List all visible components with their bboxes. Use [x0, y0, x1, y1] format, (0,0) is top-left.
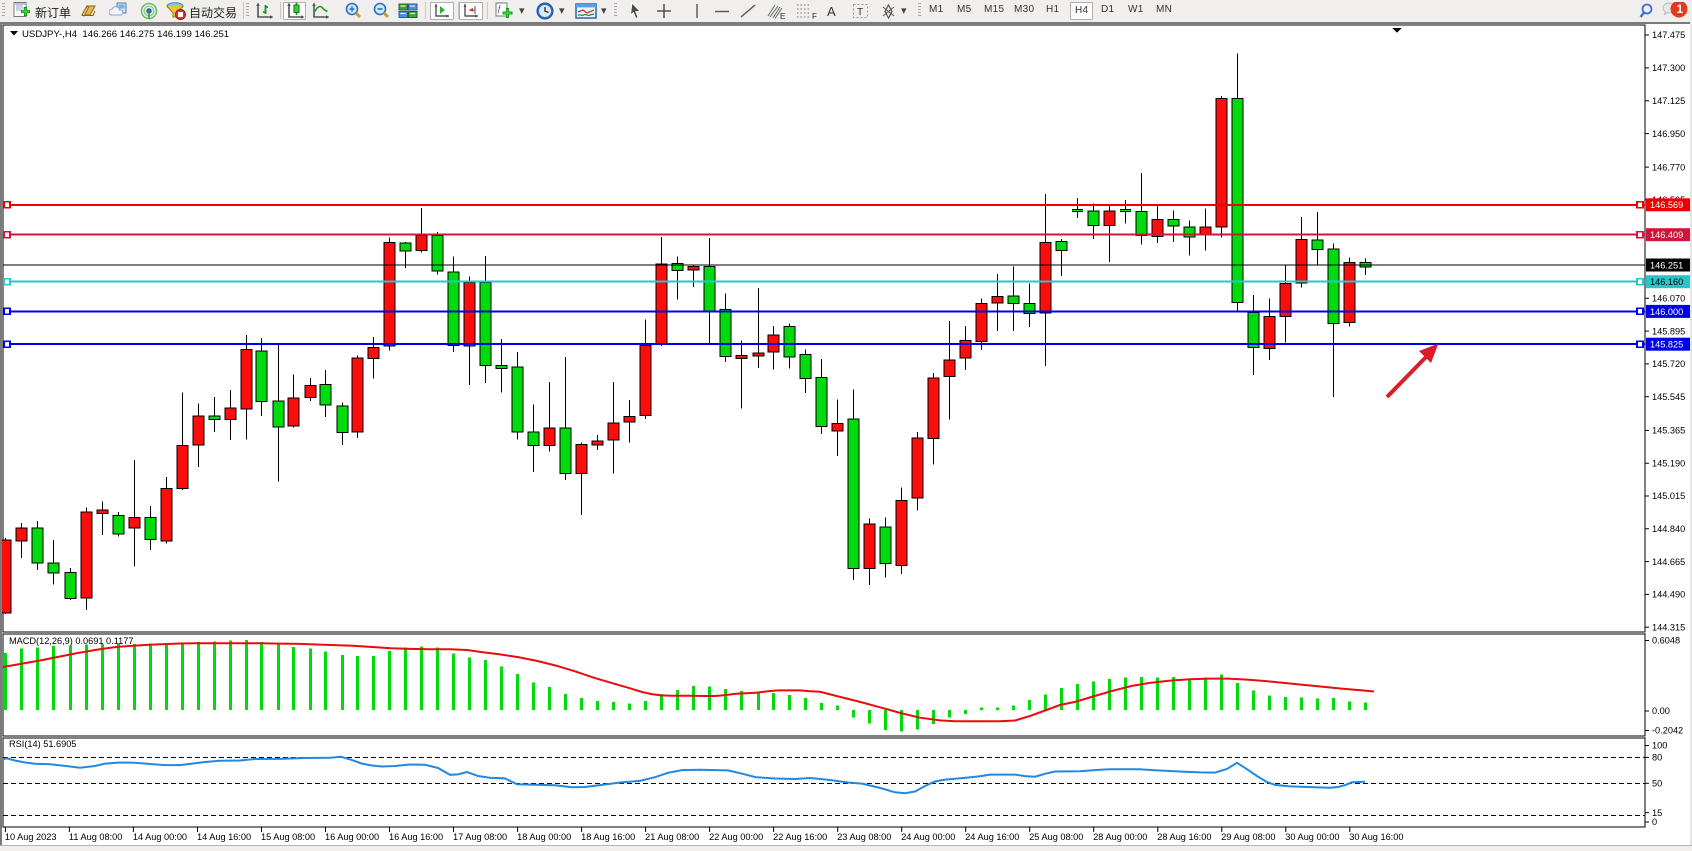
svg-text:147.475: 147.475 [1652, 30, 1685, 40]
svg-text:146.000: 146.000 [1650, 307, 1683, 317]
svg-text:16 Aug 00:00: 16 Aug 00:00 [325, 832, 379, 842]
svg-text:14 Aug 00:00: 14 Aug 00:00 [133, 832, 187, 842]
svg-text:29 Aug 08:00: 29 Aug 08:00 [1221, 832, 1275, 842]
svg-text:E: E [780, 12, 785, 21]
svg-text:RSI(14) 51.6905: RSI(14) 51.6905 [9, 739, 76, 749]
svg-text:30 Aug 16:00: 30 Aug 16:00 [1349, 832, 1403, 842]
svg-text:50: 50 [1652, 779, 1662, 789]
svg-text:24 Aug 00:00: 24 Aug 00:00 [901, 832, 955, 842]
svg-text:146.950: 146.950 [1652, 129, 1685, 139]
svg-text:0.6048: 0.6048 [1652, 636, 1680, 646]
svg-text:146.569: 146.569 [1650, 200, 1683, 210]
svg-text:146.251: 146.251 [1650, 260, 1683, 270]
svg-text:15 Aug 08:00: 15 Aug 08:00 [261, 832, 315, 842]
svg-text:25 Aug 08:00: 25 Aug 08:00 [1029, 832, 1083, 842]
svg-text:22 Aug 00:00: 22 Aug 00:00 [709, 832, 763, 842]
svg-text:0.00: 0.00 [1652, 706, 1670, 716]
svg-text:10 Aug 2023: 10 Aug 2023 [5, 832, 57, 842]
svg-text:28 Aug 00:00: 28 Aug 00:00 [1093, 832, 1147, 842]
svg-text:147.125: 147.125 [1652, 96, 1685, 106]
svg-text:147.300: 147.300 [1652, 63, 1685, 73]
svg-text:145.545: 145.545 [1652, 392, 1685, 402]
svg-text:F: F [812, 12, 817, 21]
svg-text:MACD(12,26,9) 0.0691 0.1177: MACD(12,26,9) 0.0691 0.1177 [9, 636, 133, 646]
svg-text:22 Aug 16:00: 22 Aug 16:00 [773, 832, 827, 842]
svg-text:1: 1 [1677, 2, 1684, 16]
svg-text:0: 0 [1652, 817, 1657, 827]
svg-text:30 Aug 00:00: 30 Aug 00:00 [1285, 832, 1339, 842]
svg-text:21 Aug 08:00: 21 Aug 08:00 [645, 832, 699, 842]
svg-text:80: 80 [1652, 753, 1662, 763]
svg-text:146.070: 146.070 [1652, 294, 1685, 304]
svg-text:18 Aug 16:00: 18 Aug 16:00 [581, 832, 635, 842]
svg-text:100: 100 [1652, 741, 1667, 751]
svg-text:17 Aug 08:00: 17 Aug 08:00 [453, 832, 507, 842]
svg-text:T: T [857, 7, 863, 18]
svg-text:144.315: 144.315 [1652, 622, 1685, 632]
svg-text:146.770: 146.770 [1652, 162, 1685, 172]
svg-text:11 Aug 08:00: 11 Aug 08:00 [69, 832, 122, 842]
svg-text:18 Aug 00:00: 18 Aug 00:00 [517, 832, 571, 842]
svg-text:145.720: 145.720 [1652, 359, 1685, 369]
svg-text:23 Aug 08:00: 23 Aug 08:00 [837, 832, 891, 842]
svg-text:144.840: 144.840 [1652, 524, 1685, 534]
svg-text:145.365: 145.365 [1652, 426, 1685, 436]
svg-text:16 Aug 16:00: 16 Aug 16:00 [389, 832, 443, 842]
svg-text:-0.2042: -0.2042 [1652, 726, 1683, 736]
svg-text:24 Aug 16:00: 24 Aug 16:00 [965, 832, 1019, 842]
svg-text:14 Aug 16:00: 14 Aug 16:00 [197, 832, 251, 842]
svg-text:146.409: 146.409 [1650, 230, 1683, 240]
svg-text:28 Aug 16:00: 28 Aug 16:00 [1157, 832, 1211, 842]
svg-text:145.895: 145.895 [1652, 326, 1685, 336]
svg-text:f: f [498, 4, 502, 13]
svg-text:146.160: 146.160 [1650, 277, 1683, 287]
svg-text:15: 15 [1652, 808, 1662, 818]
svg-text:145.825: 145.825 [1650, 340, 1683, 350]
svg-text:145.190: 145.190 [1652, 458, 1685, 468]
svg-text:USDJPY-,H4 146.266 146.275 14: USDJPY-,H4 146.266 146.275 146.199 146.2… [22, 29, 229, 40]
svg-text:144.490: 144.490 [1652, 590, 1685, 600]
svg-text:144.665: 144.665 [1652, 557, 1685, 567]
svg-text:145.015: 145.015 [1652, 491, 1685, 501]
